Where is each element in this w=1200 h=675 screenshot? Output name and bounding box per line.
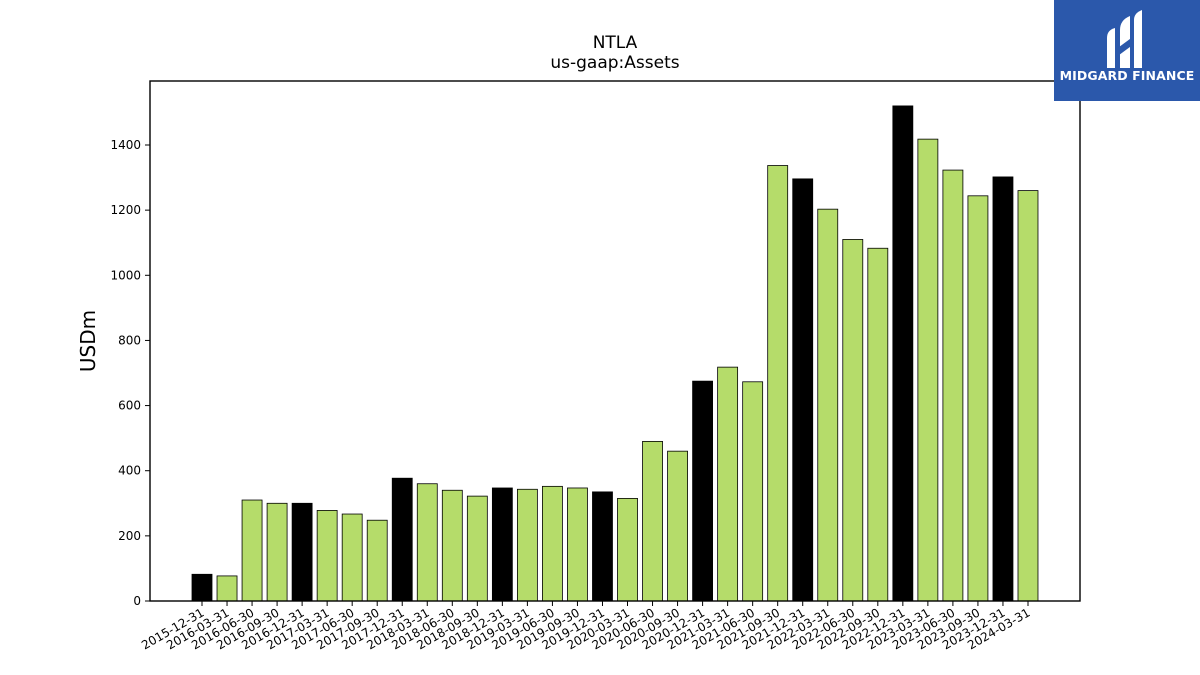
y-axis-label: USDm bbox=[76, 310, 100, 372]
y-axis-ticks: 0 200 400 600 800 1000 1200 1400 bbox=[110, 138, 150, 608]
bar-2022-12-31 bbox=[892, 105, 914, 602]
bar-2022-09-30 bbox=[867, 247, 889, 602]
x-axis-ticks: 2015-12-312016-03-312016-06-302016-09-30… bbox=[139, 601, 1032, 652]
bar-2016-06-30 bbox=[241, 499, 263, 602]
bar-2019-09-30 bbox=[567, 487, 588, 602]
y-tick-label: 800 bbox=[118, 333, 141, 347]
bar-2015-12-31 bbox=[191, 573, 213, 602]
bar-2023-09-30 bbox=[967, 195, 989, 602]
bar-2024-03-31 bbox=[1017, 190, 1039, 602]
chart-title: NTLA bbox=[593, 33, 638, 53]
bar-2017-06-30 bbox=[341, 513, 363, 602]
bar-2019-03-31 bbox=[516, 488, 538, 602]
bar-2018-03-31 bbox=[416, 483, 438, 602]
y-tick-label: 0 bbox=[133, 594, 141, 608]
logo-text: MIDGARD FINANCE bbox=[1059, 68, 1195, 83]
bar-2016-09-30 bbox=[266, 502, 288, 602]
bar-2022-03-31 bbox=[817, 208, 839, 602]
bar-2020-09-30 bbox=[667, 450, 688, 602]
bar-2021-06-30 bbox=[742, 381, 764, 602]
bar-2016-12-31 bbox=[291, 502, 313, 602]
y-tick-label: 200 bbox=[118, 529, 141, 543]
y-tick-label: 1000 bbox=[110, 268, 141, 282]
bar-2019-12-31 bbox=[592, 491, 613, 602]
bar-2021-12-31 bbox=[792, 178, 814, 602]
bar-2016-03-31 bbox=[216, 575, 238, 602]
bar-2022-06-30 bbox=[842, 239, 864, 602]
y-tick-label: 1400 bbox=[110, 138, 141, 152]
bar-2020-06-30 bbox=[642, 440, 663, 602]
bar-2023-03-31 bbox=[917, 138, 939, 602]
y-tick-label: 1200 bbox=[110, 203, 141, 217]
y-tick-label: 400 bbox=[118, 464, 141, 478]
bar-2020-12-31 bbox=[692, 380, 713, 602]
bar-2023-12-31 bbox=[992, 176, 1014, 602]
bars-layer bbox=[191, 105, 1039, 602]
bar-2017-03-31 bbox=[316, 510, 338, 602]
bar-2019-06-30 bbox=[542, 485, 563, 602]
bar-2021-03-31 bbox=[717, 366, 739, 602]
y-tick-label: 600 bbox=[118, 399, 141, 413]
bar-2017-12-31 bbox=[391, 477, 413, 602]
bar-2020-03-31 bbox=[617, 497, 638, 602]
midgard-logo-mark-icon bbox=[1107, 10, 1142, 68]
bar-2018-12-31 bbox=[491, 487, 513, 602]
bar-2023-06-30 bbox=[942, 169, 964, 602]
bar-2018-09-30 bbox=[466, 495, 488, 602]
bar-2017-09-30 bbox=[366, 519, 388, 602]
bar-2018-06-30 bbox=[441, 489, 463, 602]
midgard-finance-logo: MIDGARD FINANCE bbox=[1054, 0, 1200, 101]
plot-frame bbox=[149, 80, 1081, 602]
bar-2021-09-30 bbox=[767, 165, 789, 602]
chart-subtitle: us-gaap:Assets bbox=[550, 53, 679, 73]
